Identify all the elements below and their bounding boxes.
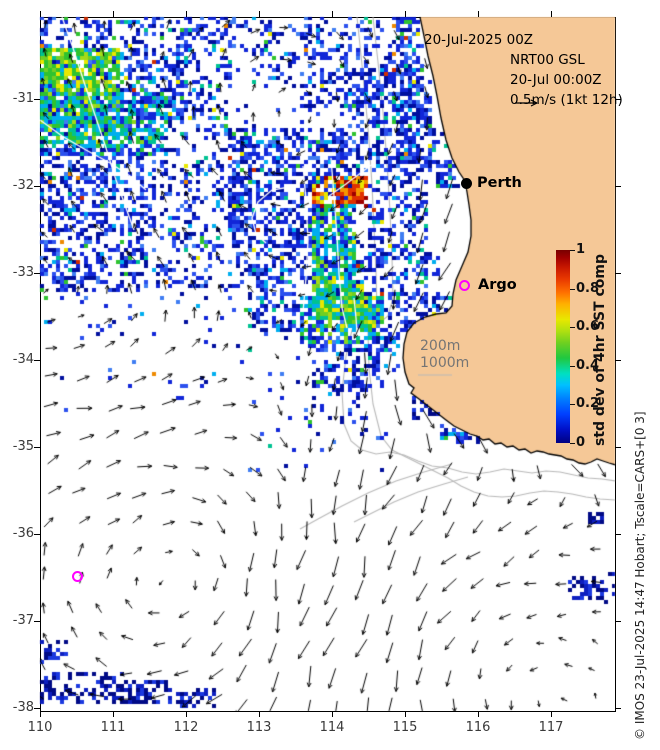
x-axis-tick-top (186, 11, 187, 17)
y-axis-tick-right (615, 186, 621, 187)
reference-arrow-icon (515, 99, 538, 107)
y-axis-tick-label: -32 (12, 178, 34, 193)
depth-label-1000m: 1000m (420, 355, 470, 371)
x-axis-tick-top (405, 11, 406, 17)
x-axis-tick-label: 111 (100, 720, 126, 735)
x-axis-tick-label: 116 (465, 720, 491, 735)
colorbar-tick (570, 365, 575, 367)
x-axis-tick (405, 711, 406, 717)
x-axis-tick (186, 711, 187, 717)
perth-label: Perth (477, 175, 522, 191)
credit-text: © IMOS 23-Jul-2025 14:47 Hobart; Tscale=… (633, 411, 647, 740)
model-name-label: NRT00 GSL (510, 52, 585, 68)
x-axis-tick-label: 112 (173, 720, 199, 735)
y-axis-tick-right (615, 447, 621, 448)
y-axis-tick (34, 99, 40, 100)
depth-label-200m: 200m (420, 338, 461, 354)
y-axis-tick-right (615, 360, 621, 361)
colorbar-tick-label: 0 (576, 435, 586, 450)
y-axis-tick-label: -33 (12, 265, 34, 280)
x-axis-tick-label: 117 (538, 720, 564, 735)
colorbar-tick-label: 0.6 (576, 319, 600, 335)
colorbar-tick-label: 0.8 (576, 280, 600, 296)
x-axis-tick (478, 711, 479, 717)
y-axis-tick (34, 534, 40, 535)
y-axis-tick-right (615, 99, 621, 100)
colorbar-tick-label: 0.2 (576, 396, 600, 412)
y-axis-tick-label: -35 (12, 439, 34, 454)
x-axis-tick-label: 113 (246, 720, 272, 735)
colorbar-tick (570, 288, 575, 290)
x-axis-tick-top (40, 11, 41, 17)
x-axis-tick (113, 711, 114, 717)
colorbar-gradient (556, 250, 570, 443)
y-axis-tick-label: -34 (12, 352, 34, 367)
y-axis-tick (34, 621, 40, 622)
x-axis-tick-top (332, 11, 333, 17)
y-axis-tick-label: -31 (12, 91, 34, 106)
valid-time-label: 20-Jul 00:00Z (510, 72, 602, 88)
y-axis-tick (34, 186, 40, 187)
x-axis-tick-top (259, 11, 260, 17)
y-axis-tick-right (615, 273, 621, 274)
colorbar-tick-label: 0.4 (576, 357, 600, 373)
y-axis-tick (34, 273, 40, 274)
x-axis-tick-top (478, 11, 479, 17)
x-axis-tick (551, 711, 552, 717)
argo-float-marker (459, 280, 470, 291)
y-axis-tick-label: -38 (12, 700, 34, 715)
x-axis-tick (40, 711, 41, 717)
x-axis-tick (259, 711, 260, 717)
x-axis-tick-label: 114 (319, 720, 345, 735)
y-axis-tick (34, 708, 40, 709)
colorbar-tick (570, 327, 575, 329)
vector-scale-label: 0.5m/s (1kt 12h) (510, 92, 623, 108)
colorbar-title: std dev of 4hr SST comp (592, 254, 608, 446)
y-axis-tick-right (615, 621, 621, 622)
x-axis-tick-top (113, 11, 114, 17)
y-axis-tick-right (615, 534, 621, 535)
y-axis-tick (34, 360, 40, 361)
colorbar-tick (570, 404, 575, 406)
colorbar-tick (570, 443, 575, 444)
y-axis-tick-label: -36 (12, 526, 34, 541)
x-axis-tick-label: 110 (27, 720, 53, 735)
colorbar-tick-label: 1 (576, 242, 586, 257)
x-axis-tick (332, 711, 333, 717)
run-datetime-label: 20-Jul-2025 00Z (424, 32, 534, 48)
argo-float-marker-2 (72, 571, 83, 582)
x-axis-tick-label: 115 (392, 720, 418, 735)
x-axis-tick-top (551, 11, 552, 17)
argo-label: Argo (478, 277, 517, 293)
y-axis-tick-label: -37 (12, 613, 34, 628)
perth-marker (461, 178, 472, 189)
y-axis-tick-right (615, 708, 621, 709)
y-axis-tick (34, 447, 40, 448)
colorbar-tick (570, 250, 575, 251)
